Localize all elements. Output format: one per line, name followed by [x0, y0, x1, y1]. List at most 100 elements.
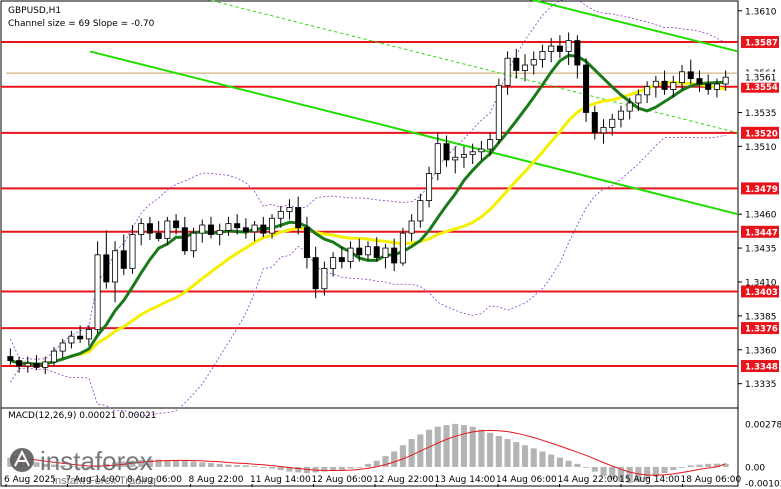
level-badge	[741, 80, 779, 93]
candle-body	[68, 335, 75, 344]
macd-histogram-bar	[42, 463, 49, 467]
candle	[434, 132, 441, 181]
candle	[513, 48, 520, 79]
candle	[399, 227, 406, 266]
candle-body	[635, 94, 642, 104]
candle	[591, 105, 598, 140]
candle-body	[521, 64, 529, 71]
candle-body	[85, 329, 92, 340]
macd-histogram-bar	[85, 466, 92, 469]
level-badge	[741, 182, 779, 195]
last-price-badge	[741, 71, 779, 83]
macd-histogram-bar	[574, 463, 581, 467]
candlesticks	[7, 32, 729, 375]
candle-body	[495, 84, 502, 140]
candle	[85, 325, 92, 346]
candle	[50, 347, 57, 367]
ma-fast-line	[9, 53, 726, 366]
candle-body	[24, 362, 31, 367]
macd-histogram-bar	[251, 466, 258, 467]
macd-panel: 0.00278 0.00 -0.00103	[7, 420, 781, 489]
macd-histogram-bar	[626, 466, 633, 483]
candle-body	[338, 257, 345, 263]
candle	[495, 78, 502, 144]
candle-body	[59, 342, 66, 352]
macd-histogram-bar	[129, 460, 136, 467]
candle	[277, 206, 284, 228]
candle-body	[321, 268, 328, 290]
candle	[644, 81, 651, 103]
candle-body	[478, 148, 485, 153]
macd-histogram-bar	[347, 466, 354, 469]
macd-histogram-bar	[277, 466, 284, 471]
moving-averages	[9, 53, 726, 366]
candle-body	[103, 254, 110, 283]
macd-histogram-bar	[338, 466, 345, 471]
price-tick-label: 1.3385	[745, 312, 777, 322]
candle-body	[120, 250, 127, 269]
candle-body	[216, 230, 223, 235]
candle-body	[426, 173, 433, 202]
level-badge	[741, 35, 779, 48]
macd-histogram-bar	[373, 460, 380, 467]
candle	[443, 135, 450, 167]
candle	[426, 166, 433, 208]
candle-body	[452, 156, 459, 161]
candle	[295, 196, 302, 235]
macd-histogram-bar	[556, 457, 563, 467]
price-tick-label: 1.3410	[745, 278, 777, 288]
time-tick-label: 8 Aug 22:00	[189, 475, 244, 485]
macd-histogram-bar	[77, 466, 84, 468]
candle-body	[574, 40, 581, 66]
candle	[530, 51, 537, 75]
candle-body	[50, 350, 57, 363]
macd-histogram-bar	[469, 426, 476, 467]
candle	[565, 32, 572, 66]
candle-body	[373, 246, 380, 258]
candle	[487, 132, 494, 156]
macd-histogram-bar	[303, 466, 310, 474]
macd-histogram-bar	[199, 462, 206, 467]
candle-body	[705, 83, 712, 90]
macd-histogram-bar	[713, 463, 720, 467]
candle-body	[251, 224, 258, 233]
candle-body	[269, 217, 276, 234]
macd-histogram-bar	[364, 463, 372, 467]
candle	[199, 219, 206, 243]
candle	[460, 146, 467, 169]
candle-body	[539, 51, 546, 60]
candle-body	[399, 232, 406, 264]
candle-body	[548, 45, 555, 52]
candle	[146, 216, 153, 240]
macd-histogram-bar	[670, 466, 677, 471]
candle-body	[722, 76, 729, 85]
candle-body	[164, 220, 171, 239]
level-label: 1.3447	[745, 228, 778, 238]
macd-histogram-bar	[452, 423, 459, 467]
macd-histogram-bar	[234, 465, 241, 467]
level-label: 1.3348	[745, 363, 778, 373]
candle-body	[504, 57, 511, 86]
candle-body	[303, 227, 310, 258]
candle	[68, 330, 75, 349]
candle	[652, 75, 659, 98]
price-tick-label: 1.3510	[745, 143, 777, 153]
macd-histogram-bar	[565, 460, 572, 467]
candle	[181, 216, 188, 255]
macd-histogram-bar	[478, 429, 485, 467]
candle-body	[670, 82, 677, 90]
macd-histogram-bar	[190, 461, 197, 467]
macd-histogram-bar	[356, 466, 363, 468]
candle	[373, 237, 380, 262]
macd-histogram-bar	[678, 466, 686, 468]
candle	[242, 218, 249, 239]
time-tick-label: 12 Aug 06:00	[312, 475, 373, 485]
level-labels: 1.3587 1.3554 1.3520 1.3479 1.3447 1.3403 1.33…	[741, 35, 779, 373]
candle	[600, 119, 607, 144]
channel-lower-line	[89, 50, 739, 216]
candle-body	[487, 139, 494, 150]
candle	[548, 37, 555, 63]
macd-histogram-bar	[382, 456, 389, 467]
candle-body	[146, 223, 153, 234]
macd-histogram-bar	[173, 460, 180, 467]
